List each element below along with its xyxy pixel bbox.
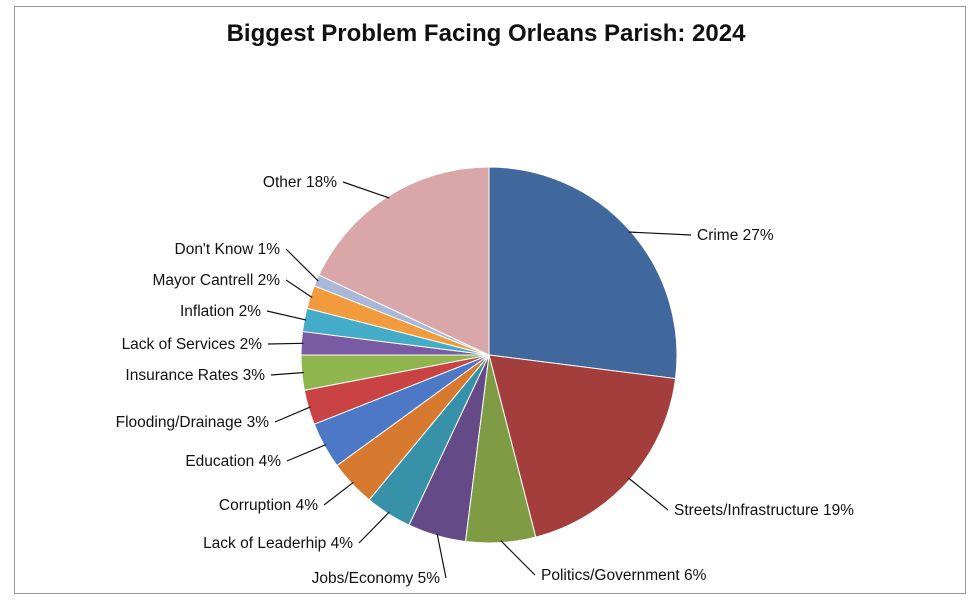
slice-label: Other 18% <box>263 174 337 191</box>
leader-line <box>628 231 692 236</box>
slice-label: Corruption 4% <box>219 497 318 514</box>
leader-line <box>285 279 313 298</box>
leader-line <box>266 310 307 321</box>
slice-label: Don't Know 1% <box>175 241 281 258</box>
leader-line <box>500 540 536 576</box>
slice-label: Jobs/Economy 5% <box>312 570 441 587</box>
slice-label: Mayor Cantrell 2% <box>153 272 281 289</box>
pie-slice-crime <box>488 166 678 380</box>
slice-label: Flooding/Drainage 3% <box>116 414 270 431</box>
leader-line <box>342 181 390 199</box>
leader-line <box>270 371 304 376</box>
slice-label: Lack of Services 2% <box>122 336 263 353</box>
leader-line <box>436 533 447 579</box>
leader-line <box>267 342 304 345</box>
leader-line <box>628 477 669 511</box>
leader-line <box>285 248 319 282</box>
slice-label: Inflation 2% <box>180 303 261 320</box>
slice-label: Insurance Rates 3% <box>125 367 265 384</box>
slice-label: Lack of Leaderhip 4% <box>203 535 353 552</box>
slice-label: Education 4% <box>185 453 281 470</box>
leader-line <box>323 481 354 506</box>
slice-label: Crime 27% <box>697 227 774 244</box>
pie-slice-other <box>318 166 490 356</box>
slice-label: Politics/Government 6% <box>541 567 707 584</box>
slice-label: Streets/Infrastructure 19% <box>674 502 854 519</box>
leader-line <box>286 444 327 462</box>
leader-line <box>358 511 390 544</box>
chart-title: Biggest Problem Facing Orleans Parish: 2… <box>226 20 746 47</box>
leader-line <box>274 406 311 423</box>
